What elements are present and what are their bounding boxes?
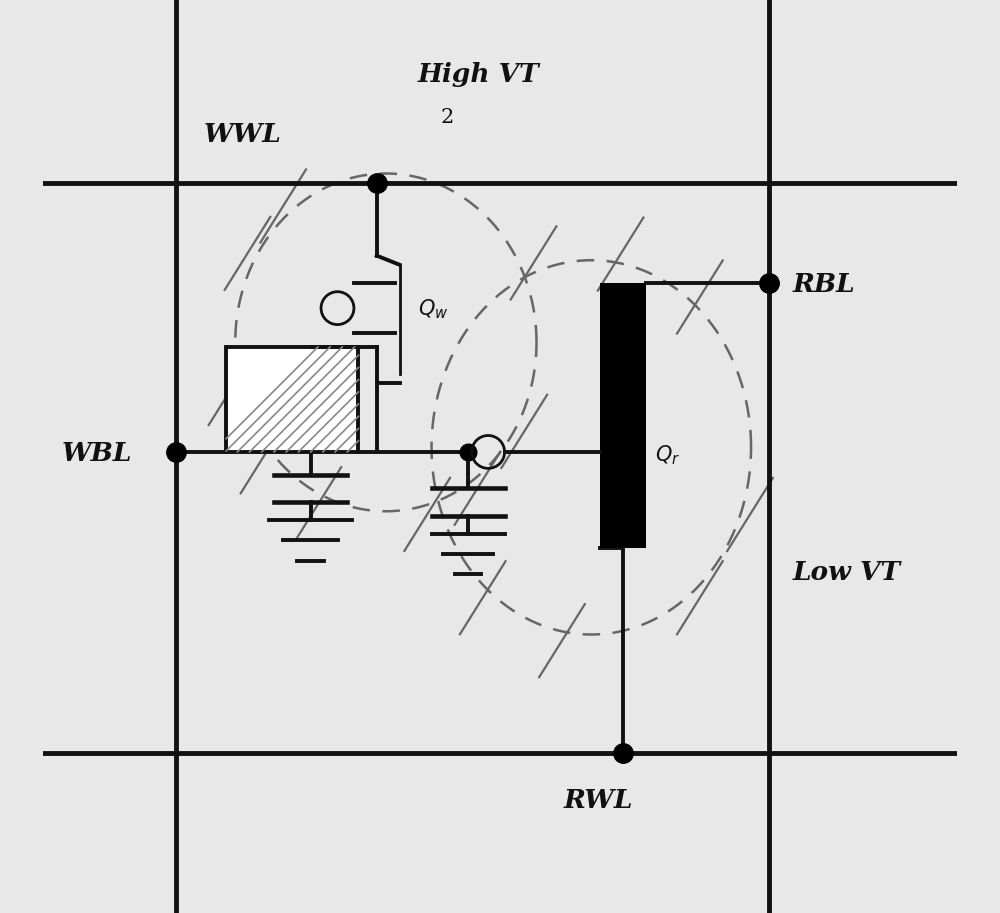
Bar: [600, 283, 646, 548]
Text: WWL: WWL: [203, 121, 281, 146]
Text: WBL: WBL: [62, 441, 132, 466]
Text: Low VT: Low VT: [792, 560, 900, 584]
Text: 2: 2: [441, 109, 454, 127]
Bar: [226, 347, 358, 452]
Text: RBL: RBL: [792, 272, 855, 297]
Text: $Q_r$: $Q_r$: [655, 443, 680, 467]
Text: High VT: High VT: [418, 62, 540, 87]
Text: RWL: RWL: [564, 788, 633, 813]
Text: $Q_w$: $Q_w$: [418, 297, 448, 320]
